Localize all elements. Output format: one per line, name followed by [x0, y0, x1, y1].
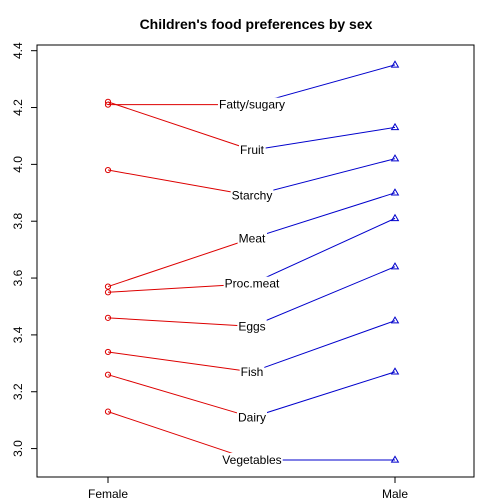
male-point [390, 188, 400, 196]
female-point [104, 371, 112, 378]
series-label-background [221, 452, 283, 467]
series-label: Eggs [238, 319, 265, 333]
male-point [390, 122, 400, 131]
series-label-background [239, 143, 266, 158]
series-label: Dairy [238, 410, 266, 424]
y-axis: 3.0 3.2 3.4 3.6 3.8 4.0 4.2 4.4 [11, 42, 37, 457]
male-point [390, 154, 400, 162]
y-tick-label: 3.8 [11, 213, 25, 230]
female-segment [107, 351, 253, 373]
series-label-background [237, 319, 267, 334]
female-segment [107, 169, 253, 197]
female-segment [107, 374, 253, 418]
male-point [390, 455, 400, 463]
series-layer: Fatty/sugary Fruit Starchy Meat Proc.meat Egg… [104, 60, 400, 467]
x-tick-label-female: Female [88, 487, 128, 501]
series-fatty-sugary: Fatty/sugary [104, 60, 400, 112]
series-label: Fatty/sugary [219, 98, 285, 112]
female-segment [107, 237, 253, 288]
series-label: Starchy [232, 189, 273, 203]
male-segment [251, 192, 396, 239]
male-segment [251, 158, 396, 197]
series-proc-meat: Proc.meat [104, 213, 400, 296]
series-fish: Fish [104, 316, 400, 379]
y-tick-label: 3.4 [11, 326, 25, 343]
series-label-background [236, 410, 268, 425]
series-label-background [230, 188, 274, 203]
series-vegetables: Vegetables [104, 408, 400, 467]
y-tick-label: 4.2 [11, 99, 25, 116]
female-point [104, 348, 112, 356]
male-segment [251, 371, 396, 418]
x-axis: Female Male [88, 477, 408, 501]
y-tick-label: 3.6 [11, 269, 25, 286]
series-label-background [237, 231, 267, 246]
series-dairy: Dairy [104, 367, 400, 425]
series-label-background [217, 97, 287, 112]
male-segment [251, 126, 396, 151]
female-point [104, 408, 112, 415]
series-label: Fish [241, 365, 264, 379]
male-point [390, 213, 400, 222]
chart-title: Children's food preferences by sex [140, 16, 373, 32]
series-meat: Meat [104, 188, 400, 290]
male-segment [251, 320, 396, 373]
male-point [390, 262, 400, 270]
female-segment [107, 411, 253, 461]
series-label: Proc.meat [225, 277, 280, 291]
x-tick-label-male: Male [382, 487, 408, 501]
female-point [104, 98, 112, 105]
series-label-background [223, 276, 282, 291]
male-point [390, 367, 400, 375]
series-label: Fruit [240, 143, 265, 157]
female-point [104, 289, 112, 296]
female-segment [107, 317, 253, 327]
male-segment [251, 217, 396, 285]
series-label: Meat [239, 231, 266, 245]
series-starchy: Starchy [104, 154, 400, 203]
series-eggs: Eggs [104, 262, 400, 334]
female-segment [107, 101, 253, 151]
y-tick-label: 3.0 [11, 440, 25, 457]
y-tick-label: 3.2 [11, 383, 25, 400]
female-point [104, 314, 112, 321]
plot-frame [36, 44, 475, 478]
male-point [390, 316, 400, 324]
male-point [390, 60, 400, 68]
male-segment [251, 266, 396, 327]
female-point [104, 166, 112, 174]
series-label-background [239, 364, 265, 379]
series-fruit: Fruit [104, 98, 400, 158]
y-tick-label: 4.4 [11, 42, 25, 59]
series-label: Vegetables [222, 453, 281, 467]
y-tick-label: 4.0 [11, 156, 25, 173]
